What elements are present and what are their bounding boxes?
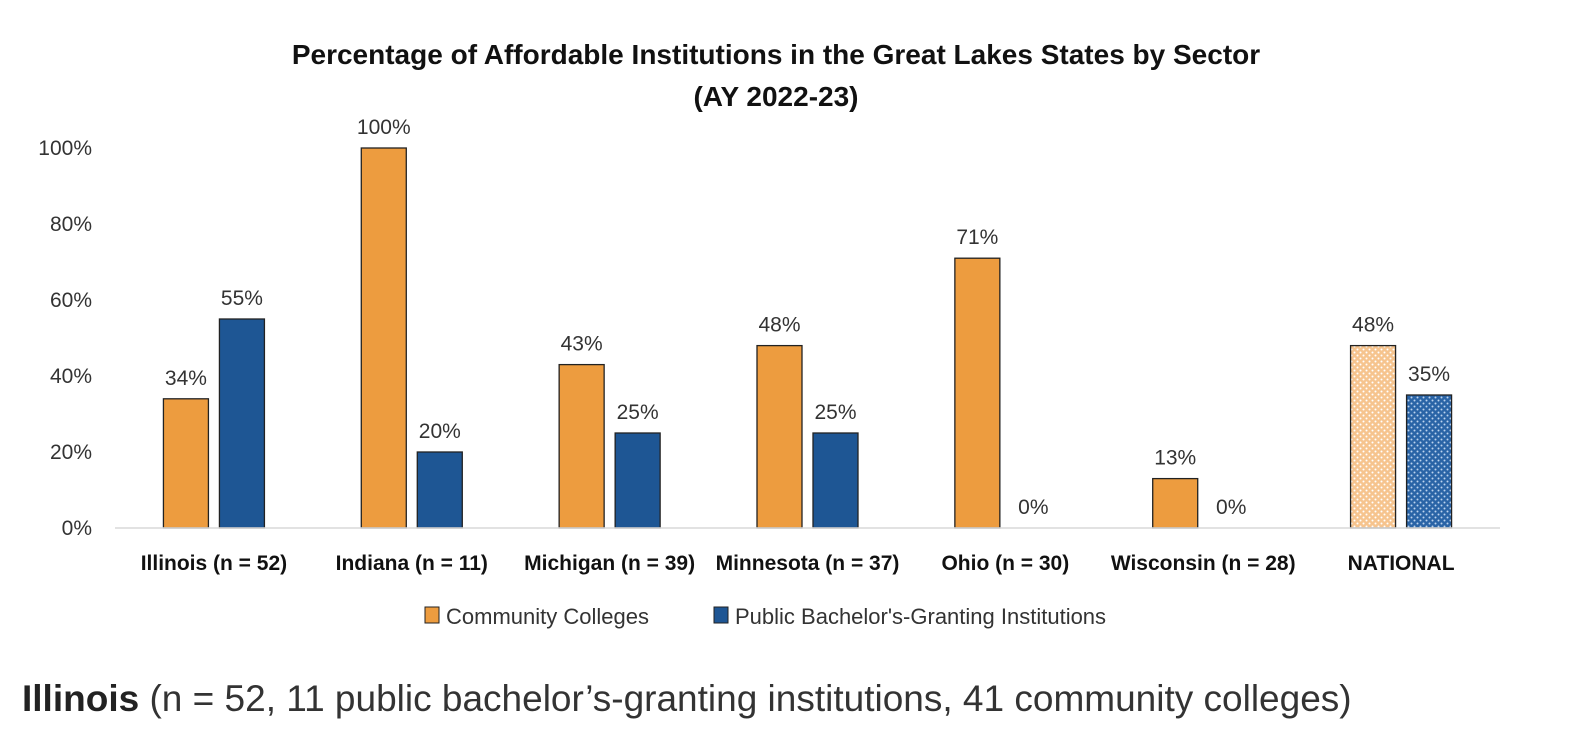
bar-group: 34% 55% 100% 20% 43% 25% 48% 25% 71% 0% 13% 0% 48% 35… — [162, 116, 1453, 529]
y-tick-label: 0% — [62, 517, 92, 540]
legend: Community Colleges Public Bachelor's-Gra… — [424, 604, 1106, 629]
y-axis: 0% 20% 40% 60% 80% 100% — [38, 137, 92, 540]
data-label-public-bachelors: 20% — [419, 420, 461, 443]
data-label-community-colleges: 100% — [357, 116, 411, 139]
category-label: Ohio (n = 30) — [941, 552, 1069, 575]
y-tick-label: 40% — [50, 365, 92, 388]
bar-public-bachelors — [614, 432, 661, 529]
category-label: Indiana (n = 11) — [336, 552, 488, 575]
bar-community-colleges — [756, 344, 803, 529]
bar-community-colleges — [954, 257, 1001, 529]
caption-detail: (n = 52, 11 public bachelor’s-granting i… — [139, 678, 1352, 719]
data-label-public-bachelors: 0% — [1018, 496, 1048, 519]
y-tick-label: 20% — [50, 441, 92, 464]
data-label-public-bachelors: 35% — [1408, 363, 1450, 386]
legend-swatch-public-bachelors — [713, 606, 729, 624]
data-label-public-bachelors: 55% — [221, 287, 263, 310]
data-label-public-bachelors: 25% — [814, 401, 856, 424]
y-tick-label: 80% — [50, 213, 92, 236]
bar-community-colleges — [360, 147, 407, 529]
data-label-community-colleges: 43% — [561, 333, 603, 356]
y-tick-label: 60% — [50, 289, 92, 312]
bar-community-colleges — [1152, 477, 1199, 529]
data-label-community-colleges: 13% — [1154, 447, 1196, 470]
category-labels: Illinois (n = 52) Indiana (n = 11) Michiga… — [141, 552, 1455, 575]
category-label: NATIONAL — [1348, 552, 1455, 575]
legend-label-community-colleges: Community Colleges — [446, 604, 649, 629]
bar-community-colleges — [1349, 344, 1397, 529]
data-label-community-colleges: 34% — [165, 367, 207, 390]
caption-state: Illinois — [22, 678, 140, 719]
bar-public-bachelors — [1405, 394, 1453, 529]
category-label: Minnesota (n = 37) — [716, 552, 900, 575]
bar-community-colleges — [162, 398, 210, 529]
chart-subtitle: (AY 2022-23) — [693, 81, 858, 112]
category-label: Michigan (n = 39) — [524, 552, 695, 575]
legend-swatch-community-colleges — [424, 606, 440, 624]
caption: Illinois (n = 52, 11 public bachelor’s-g… — [22, 678, 1352, 720]
chart-container: Percentage of Affordable Institutions in… — [38, 39, 1500, 629]
bar-public-bachelors — [218, 318, 266, 529]
category-label: Illinois (n = 52) — [141, 552, 287, 575]
category-label: Wisconsin (n = 28) — [1111, 552, 1296, 575]
y-tick-label: 100% — [38, 137, 92, 160]
data-label-community-colleges: 48% — [758, 314, 800, 337]
data-label-community-colleges: 48% — [1352, 314, 1394, 337]
data-label-public-bachelors: 0% — [1216, 496, 1246, 519]
chart-title: Percentage of Affordable Institutions in… — [292, 39, 1260, 70]
data-label-public-bachelors: 25% — [617, 401, 659, 424]
data-label-community-colleges: 71% — [956, 226, 998, 249]
bar-chart: Percentage of Affordable Institutions in… — [38, 39, 1500, 629]
bar-community-colleges — [558, 363, 605, 529]
legend-label-public-bachelors: Public Bachelor's-Granting Institutions — [735, 604, 1106, 629]
bar-public-bachelors — [812, 432, 859, 529]
bar-public-bachelors — [416, 451, 463, 529]
